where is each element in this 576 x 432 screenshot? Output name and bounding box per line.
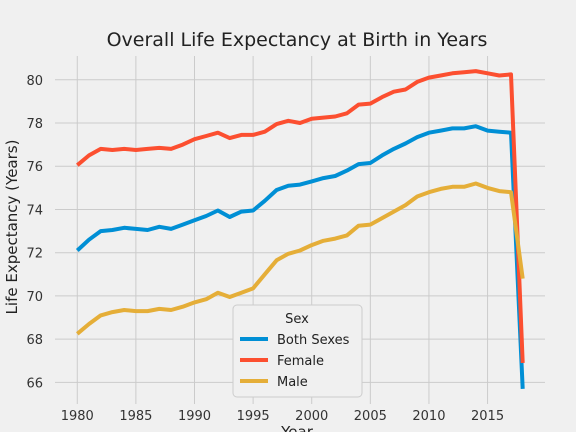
- x-tick-label: 1995: [237, 409, 270, 424]
- series-line-male: [76, 181, 525, 336]
- y-axis-title: Life Expectancy (Years): [3, 140, 21, 315]
- x-tick-label: 1990: [178, 409, 211, 424]
- y-tick-label: 70: [26, 290, 43, 305]
- series-lines: [75, 69, 525, 389]
- legend-title: Sex: [285, 312, 309, 327]
- x-tick-label: 2010: [412, 409, 445, 424]
- series-line-female: [76, 69, 525, 363]
- x-tick-label: 1985: [119, 409, 152, 424]
- legend-box: [232, 304, 363, 398]
- y-tick-label: 72: [26, 247, 43, 262]
- legend-label: Male: [277, 375, 308, 390]
- y-tick-label: 78: [26, 117, 43, 132]
- x-axis-ticks: 1980 1985 1990 1995 2000 2005 2010 2015: [61, 409, 504, 424]
- y-axis-ticks: 66 68 70 72 74 76 78 80: [26, 74, 43, 392]
- y-tick-label: 66: [26, 376, 43, 391]
- x-tick-label: 2005: [354, 409, 387, 424]
- series-line-both-sexes: [75, 124, 525, 389]
- legend: Sex Both Sexes Female Male: [232, 304, 363, 398]
- x-tick-label: 1980: [61, 409, 94, 424]
- y-tick-label: 76: [26, 160, 43, 175]
- grid: [55, 56, 545, 404]
- x-tick-label: 2000: [295, 409, 328, 424]
- y-tick-label: 74: [26, 203, 43, 218]
- x-tick-label: 2015: [471, 409, 504, 424]
- y-tick-label: 80: [26, 74, 43, 89]
- legend-label: Both Sexes: [277, 333, 350, 348]
- legend-label: Female: [277, 354, 324, 369]
- y-tick-label: 68: [26, 333, 43, 348]
- chart-title: Overall Life Expectancy at Birth in Year…: [107, 29, 488, 51]
- x-axis-title: Year: [280, 423, 314, 432]
